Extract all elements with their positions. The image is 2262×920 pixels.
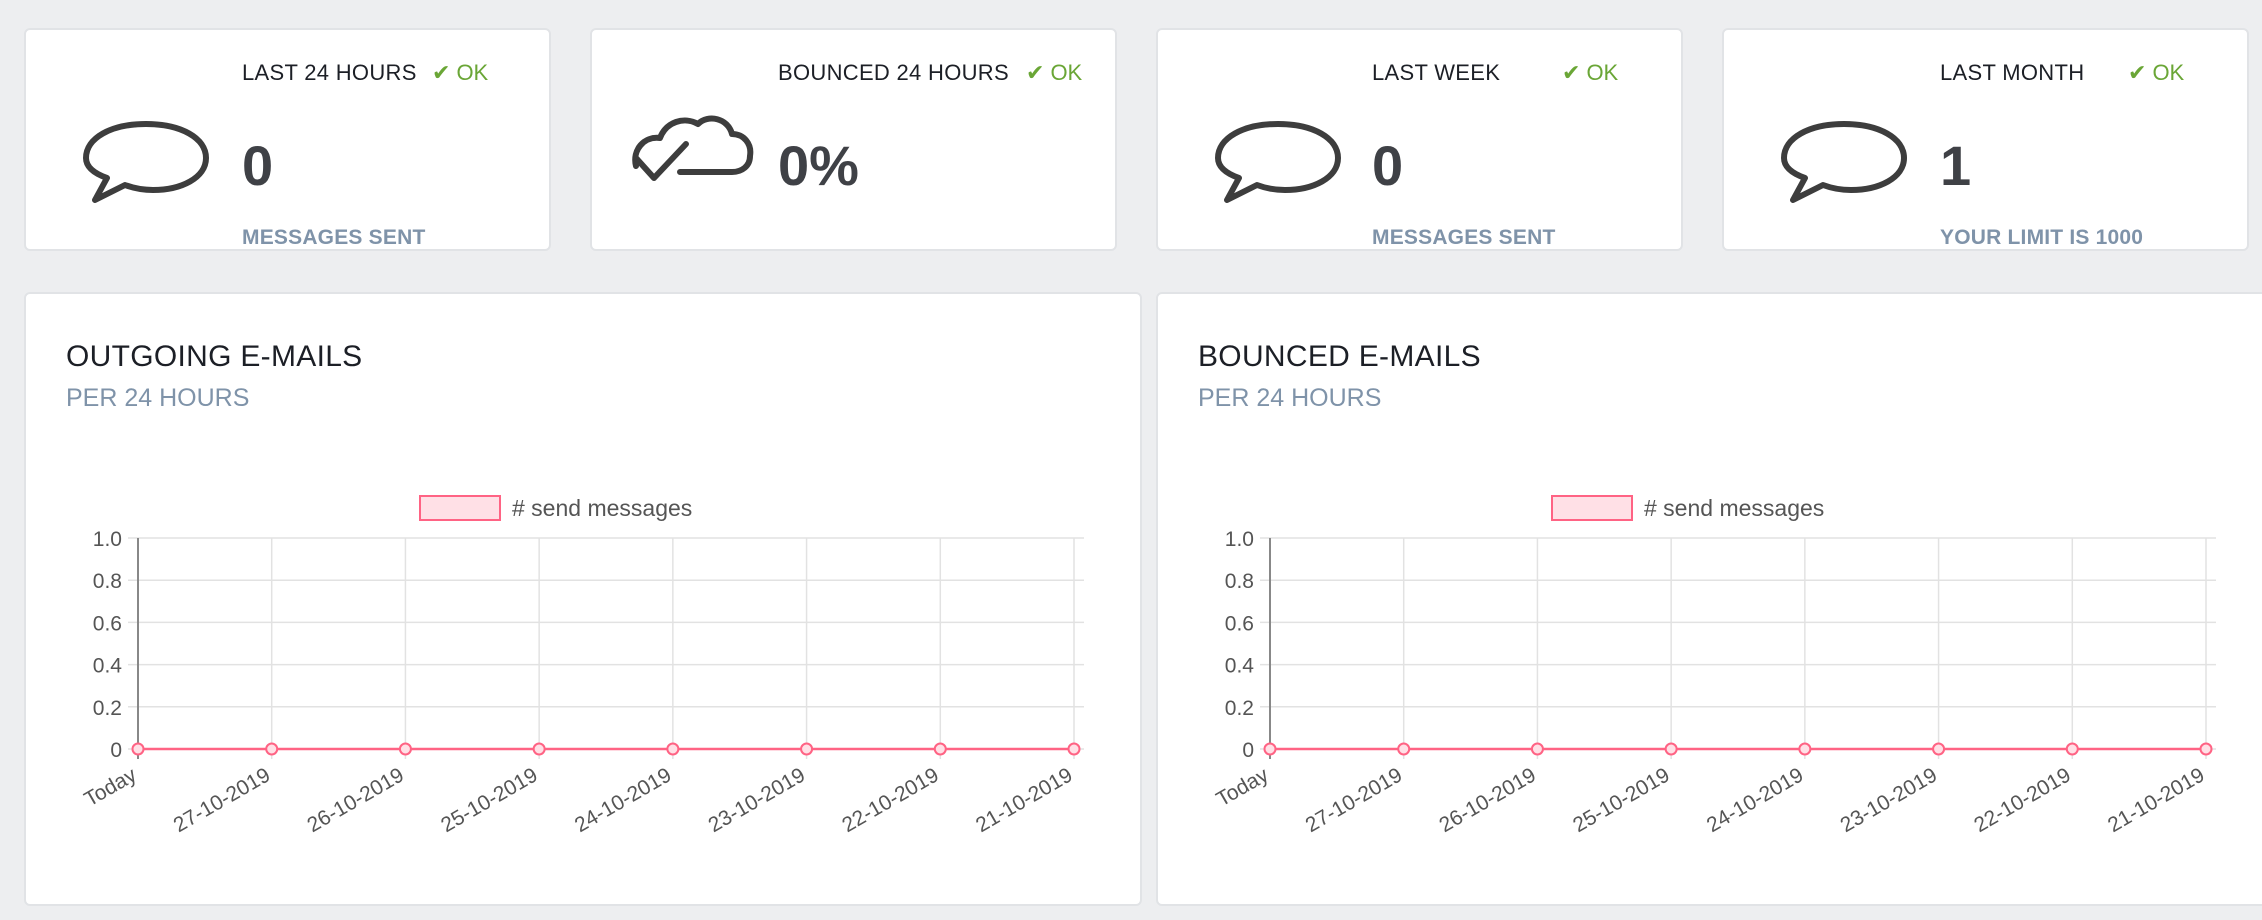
data-point[interactable] [398,742,412,756]
stat-card-last-month: LAST MONTH ✔ OK 1 YOUR LIMIT IS 1000 [1722,28,2249,251]
stat-sub: MESSAGES SENT [1372,226,1556,249]
x-tick-label: 24-10-2019 [1703,763,1808,837]
y-tick-label: 0 [1242,739,1254,762]
stat-value: 0 [1372,134,1404,197]
bounced-emails-panel: BOUNCED E-MAILS PER 24 HOURS # send mess… [1156,292,2262,906]
legend-label[interactable]: # send messages [512,495,692,521]
y-tick-label: 0.4 [1225,655,1255,678]
check-icon: ✔ [1026,60,1045,85]
data-point[interactable] [1664,742,1678,756]
status-ok: ✔ OK [432,60,489,85]
panel-subtitle: PER 24 HOURS [1198,384,1382,412]
stat-card-last-24-hours: LAST 24 HOURS ✔ OK 0 MESSAGES SENT [24,28,551,251]
check-icon: ✔ [2128,60,2147,85]
stat-label: LAST WEEK [1372,60,1501,85]
x-tick-label: Today [1212,763,1272,811]
panel-title: BOUNCED E-MAILS [1198,340,1481,373]
y-tick-label: 0.4 [93,655,123,678]
y-tick-label: 1.0 [1225,528,1254,551]
x-tick-label: 25-10-2019 [1569,763,1674,837]
stat-value: 0% [778,134,859,197]
y-tick-label: 0 [110,739,122,762]
data-point[interactable] [2199,742,2213,756]
x-tick-label: 26-10-2019 [303,763,408,837]
y-tick-label: 0.6 [93,612,122,635]
stat-label: LAST 24 HOURS [242,60,417,85]
data-point[interactable] [1932,742,1946,756]
speech-bubble-icon [1779,88,1909,228]
y-tick-label: 0.8 [93,570,122,593]
x-tick-label: 27-10-2019 [170,763,275,837]
y-tick-label: 0.8 [1225,570,1254,593]
cloud-check-icon [628,88,758,228]
legend-label[interactable]: # send messages [1644,495,1824,521]
y-tick-label: 0.2 [93,697,122,720]
x-tick-label: 25-10-2019 [437,763,542,837]
data-point[interactable] [1798,742,1812,756]
data-point[interactable] [1067,742,1081,756]
data-point[interactable] [800,742,814,756]
stat-card-bounced-24-hours: BOUNCED 24 HOURS ✔ OK 0% [590,28,1117,251]
outgoing-emails-panel: OUTGOING E-MAILS PER 24 HOURS # send mes… [24,292,1142,906]
x-tick-label: 23-10-2019 [1837,763,1942,837]
x-tick-label: 27-10-2019 [1302,763,1407,837]
x-tick-label: Today [80,763,140,811]
data-point[interactable] [666,742,680,756]
stat-sub: YOUR LIMIT IS 1000 [1940,226,2144,249]
stat-card-last-week: LAST WEEK ✔ OK 0 MESSAGES SENT [1156,28,1683,251]
stat-sub: MESSAGES SENT [242,226,426,249]
y-tick-label: 1.0 [93,528,122,551]
panel-title: OUTGOING E-MAILS [66,340,363,373]
legend-swatch[interactable] [419,495,501,521]
x-tick-label: 22-10-2019 [838,763,943,837]
data-point[interactable] [265,742,279,756]
check-icon: ✔ [432,60,451,85]
data-point[interactable] [1263,742,1277,756]
check-icon: ✔ [1562,60,1581,85]
status-ok: ✔ OK [2128,60,2185,85]
x-tick-label: 22-10-2019 [1970,763,2075,837]
data-point[interactable] [933,742,947,756]
stat-value: 0 [242,134,274,197]
legend-swatch[interactable] [1551,495,1633,521]
data-point[interactable] [131,742,145,756]
speech-bubble-icon [1213,88,1343,228]
panel-subtitle: PER 24 HOURS [66,384,250,412]
status-ok: ✔ OK [1562,60,1619,85]
status-ok: ✔ OK [1026,60,1083,85]
x-tick-label: 21-10-2019 [972,763,1077,837]
y-tick-label: 0.6 [1225,612,1254,635]
data-point[interactable] [1397,742,1411,756]
x-tick-label: 21-10-2019 [2104,763,2209,837]
stat-value: 1 [1940,134,1972,197]
y-tick-label: 0.2 [1225,697,1254,720]
data-point[interactable] [532,742,546,756]
data-point[interactable] [2065,742,2079,756]
x-tick-label: 24-10-2019 [571,763,676,837]
x-tick-label: 23-10-2019 [705,763,810,837]
data-point[interactable] [1530,742,1544,756]
x-tick-label: 26-10-2019 [1435,763,1540,837]
speech-bubble-icon [81,88,211,228]
stat-label: LAST MONTH [1940,60,2085,85]
stat-label: BOUNCED 24 HOURS [778,60,1009,85]
